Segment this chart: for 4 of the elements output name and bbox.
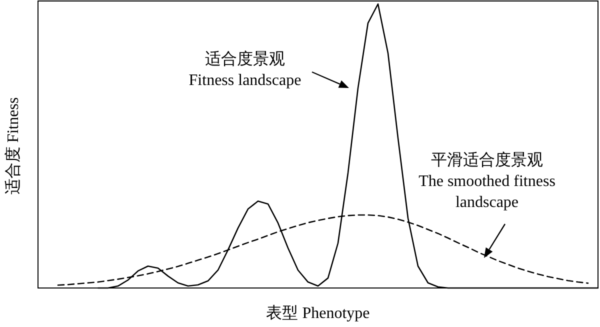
annotation: 适合度景观 Fitness landscape <box>188 50 302 89</box>
y-axis-title: 适合度 Fitness <box>4 97 22 195</box>
x-axis-title: 表型 Phenotype <box>266 304 370 322</box>
annotation: 平滑适合度景观 The smoothed fitness landscape <box>418 151 556 211</box>
